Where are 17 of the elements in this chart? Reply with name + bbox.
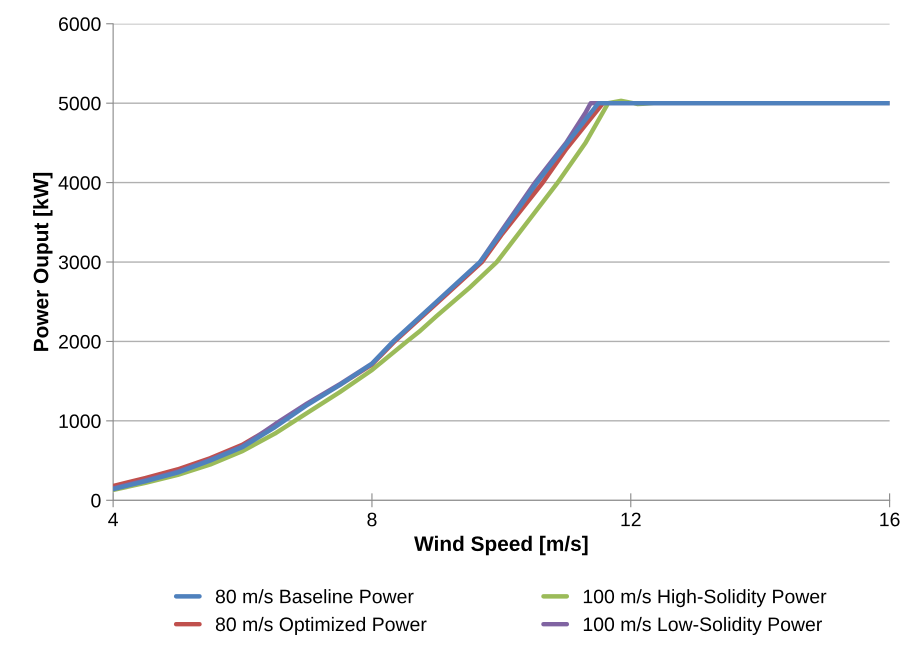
x-axis-title: Wind Speed [m/s] bbox=[414, 536, 588, 556]
y-tick-label: 4000 bbox=[58, 176, 101, 190]
x-tick-label: 4 bbox=[108, 512, 118, 526]
y-tick-label: 6000 bbox=[59, 17, 101, 31]
y-tick-label: 1000 bbox=[60, 414, 101, 428]
legend-label: 80 m/s Optimized Power bbox=[216, 616, 427, 636]
y-tick-label: 3000 bbox=[58, 255, 101, 270]
x-tick-label: 8 bbox=[367, 512, 377, 526]
legend-label: 80 m/s Baseline Power bbox=[216, 589, 414, 604]
x-tick-label: 12 bbox=[621, 512, 641, 526]
legend-label: 100 m/s Low-Solidity Power bbox=[584, 616, 822, 636]
y-axis-title: Power Ouput [kW] bbox=[33, 172, 53, 351]
x-tick-label: 16 bbox=[880, 512, 900, 526]
y-tick-label: 5000 bbox=[58, 96, 101, 110]
y-tick-label: 2000 bbox=[59, 334, 101, 349]
legend-label: 100 m/s High-Solidity Power bbox=[584, 589, 826, 608]
y-tick-label: 0 bbox=[91, 494, 101, 508]
